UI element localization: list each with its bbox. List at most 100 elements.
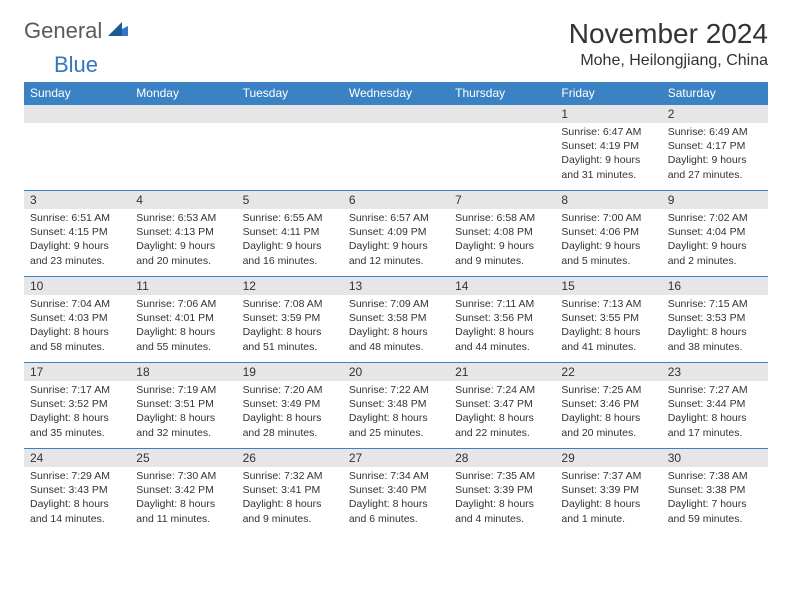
day-details: Sunrise: 6:51 AMSunset: 4:15 PMDaylight:… [24, 209, 130, 272]
calendar-cell: 25Sunrise: 7:30 AMSunset: 3:42 PMDayligh… [130, 449, 236, 535]
calendar-cell: 15Sunrise: 7:13 AMSunset: 3:55 PMDayligh… [555, 277, 661, 363]
daylight-text: Daylight: 9 hours and 5 minutes. [561, 239, 655, 267]
day-details: Sunrise: 7:04 AMSunset: 4:03 PMDaylight:… [24, 295, 130, 358]
sunset-text: Sunset: 3:56 PM [455, 311, 549, 325]
daylight-text: Daylight: 8 hours and 6 minutes. [349, 497, 443, 525]
sunset-text: Sunset: 3:43 PM [30, 483, 124, 497]
day-number: 27 [343, 449, 449, 467]
daylight-text: Daylight: 8 hours and 58 minutes. [30, 325, 124, 353]
day-number: 26 [237, 449, 343, 467]
sunrise-text: Sunrise: 7:17 AM [30, 383, 124, 397]
sunset-text: Sunset: 3:58 PM [349, 311, 443, 325]
daylight-text: Daylight: 8 hours and 55 minutes. [136, 325, 230, 353]
day-number: 19 [237, 363, 343, 381]
day-number: 7 [449, 191, 555, 209]
daylight-text: Daylight: 7 hours and 59 minutes. [668, 497, 762, 525]
day-number: 18 [130, 363, 236, 381]
sunset-text: Sunset: 4:13 PM [136, 225, 230, 239]
day-number-empty [24, 105, 130, 123]
sunrise-text: Sunrise: 7:24 AM [455, 383, 549, 397]
calendar-cell: 14Sunrise: 7:11 AMSunset: 3:56 PMDayligh… [449, 277, 555, 363]
day-number: 4 [130, 191, 236, 209]
day-number: 12 [237, 277, 343, 295]
day-number: 9 [662, 191, 768, 209]
calendar-week-row: 24Sunrise: 7:29 AMSunset: 3:43 PMDayligh… [24, 449, 768, 535]
sunrise-text: Sunrise: 6:49 AM [668, 125, 762, 139]
calendar-cell [343, 105, 449, 191]
day-number: 3 [24, 191, 130, 209]
sunset-text: Sunset: 3:55 PM [561, 311, 655, 325]
calendar-cell: 4Sunrise: 6:53 AMSunset: 4:13 PMDaylight… [130, 191, 236, 277]
sunrise-text: Sunrise: 7:30 AM [136, 469, 230, 483]
day-details: Sunrise: 7:02 AMSunset: 4:04 PMDaylight:… [662, 209, 768, 272]
calendar-week-row: 3Sunrise: 6:51 AMSunset: 4:15 PMDaylight… [24, 191, 768, 277]
sunset-text: Sunset: 4:01 PM [136, 311, 230, 325]
sunset-text: Sunset: 4:15 PM [30, 225, 124, 239]
calendar-cell: 12Sunrise: 7:08 AMSunset: 3:59 PMDayligh… [237, 277, 343, 363]
sunset-text: Sunset: 3:48 PM [349, 397, 443, 411]
day-details: Sunrise: 7:24 AMSunset: 3:47 PMDaylight:… [449, 381, 555, 444]
day-number: 28 [449, 449, 555, 467]
day-details: Sunrise: 7:09 AMSunset: 3:58 PMDaylight:… [343, 295, 449, 358]
sunrise-text: Sunrise: 7:32 AM [243, 469, 337, 483]
calendar-cell: 7Sunrise: 6:58 AMSunset: 4:08 PMDaylight… [449, 191, 555, 277]
daylight-text: Daylight: 8 hours and 20 minutes. [561, 411, 655, 439]
day-details: Sunrise: 7:29 AMSunset: 3:43 PMDaylight:… [24, 467, 130, 530]
calendar-cell [237, 105, 343, 191]
day-header: Tuesday [237, 82, 343, 105]
logo-text-general: General [24, 18, 102, 44]
day-number: 24 [24, 449, 130, 467]
calendar-cell: 8Sunrise: 7:00 AMSunset: 4:06 PMDaylight… [555, 191, 661, 277]
day-details: Sunrise: 7:34 AMSunset: 3:40 PMDaylight:… [343, 467, 449, 530]
day-number: 13 [343, 277, 449, 295]
daylight-text: Daylight: 9 hours and 31 minutes. [561, 153, 655, 181]
daylight-text: Daylight: 9 hours and 23 minutes. [30, 239, 124, 267]
calendar-cell: 6Sunrise: 6:57 AMSunset: 4:09 PMDaylight… [343, 191, 449, 277]
daylight-text: Daylight: 8 hours and 14 minutes. [30, 497, 124, 525]
day-details: Sunrise: 7:25 AMSunset: 3:46 PMDaylight:… [555, 381, 661, 444]
day-number: 6 [343, 191, 449, 209]
calendar-table: SundayMondayTuesdayWednesdayThursdayFrid… [24, 82, 768, 535]
logo-text-blue: Blue [54, 52, 98, 78]
calendar-week-row: 10Sunrise: 7:04 AMSunset: 4:03 PMDayligh… [24, 277, 768, 363]
day-details: Sunrise: 6:49 AMSunset: 4:17 PMDaylight:… [662, 123, 768, 186]
day-details: Sunrise: 7:35 AMSunset: 3:39 PMDaylight:… [449, 467, 555, 530]
sunrise-text: Sunrise: 7:25 AM [561, 383, 655, 397]
day-number: 23 [662, 363, 768, 381]
sunset-text: Sunset: 3:53 PM [668, 311, 762, 325]
sunset-text: Sunset: 3:52 PM [30, 397, 124, 411]
sunrise-text: Sunrise: 7:09 AM [349, 297, 443, 311]
day-number: 15 [555, 277, 661, 295]
day-details: Sunrise: 7:00 AMSunset: 4:06 PMDaylight:… [555, 209, 661, 272]
daylight-text: Daylight: 8 hours and 41 minutes. [561, 325, 655, 353]
calendar-cell: 30Sunrise: 7:38 AMSunset: 3:38 PMDayligh… [662, 449, 768, 535]
day-details: Sunrise: 7:30 AMSunset: 3:42 PMDaylight:… [130, 467, 236, 530]
month-title: November 2024 [569, 18, 768, 50]
sunset-text: Sunset: 3:47 PM [455, 397, 549, 411]
sunset-text: Sunset: 3:40 PM [349, 483, 443, 497]
daylight-text: Daylight: 8 hours and 48 minutes. [349, 325, 443, 353]
sunrise-text: Sunrise: 7:08 AM [243, 297, 337, 311]
daylight-text: Daylight: 8 hours and 32 minutes. [136, 411, 230, 439]
sunrise-text: Sunrise: 7:20 AM [243, 383, 337, 397]
day-header: Wednesday [343, 82, 449, 105]
day-details: Sunrise: 6:53 AMSunset: 4:13 PMDaylight:… [130, 209, 236, 272]
logo: General [24, 18, 130, 44]
calendar-cell: 19Sunrise: 7:20 AMSunset: 3:49 PMDayligh… [237, 363, 343, 449]
calendar-cell: 1Sunrise: 6:47 AMSunset: 4:19 PMDaylight… [555, 105, 661, 191]
day-details: Sunrise: 6:55 AMSunset: 4:11 PMDaylight:… [237, 209, 343, 272]
sunset-text: Sunset: 4:04 PM [668, 225, 762, 239]
calendar-header-row: SundayMondayTuesdayWednesdayThursdayFrid… [24, 82, 768, 105]
sunrise-text: Sunrise: 6:47 AM [561, 125, 655, 139]
day-header: Saturday [662, 82, 768, 105]
day-number: 30 [662, 449, 768, 467]
daylight-text: Daylight: 8 hours and 1 minute. [561, 497, 655, 525]
sunset-text: Sunset: 3:49 PM [243, 397, 337, 411]
day-number: 17 [24, 363, 130, 381]
sunset-text: Sunset: 3:39 PM [561, 483, 655, 497]
sunrise-text: Sunrise: 7:02 AM [668, 211, 762, 225]
daylight-text: Daylight: 9 hours and 20 minutes. [136, 239, 230, 267]
day-details: Sunrise: 7:19 AMSunset: 3:51 PMDaylight:… [130, 381, 236, 444]
day-number: 11 [130, 277, 236, 295]
calendar-cell: 13Sunrise: 7:09 AMSunset: 3:58 PMDayligh… [343, 277, 449, 363]
